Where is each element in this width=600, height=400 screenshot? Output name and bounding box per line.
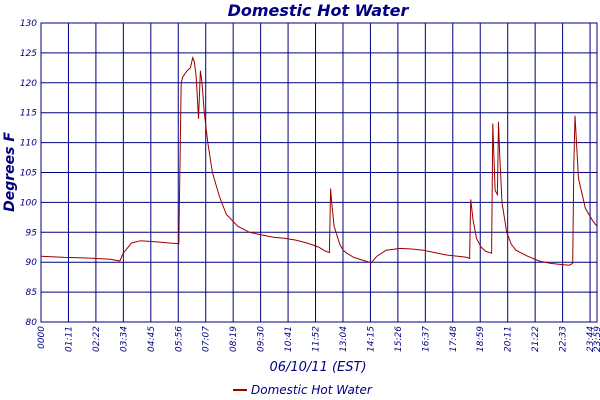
legend: Domestic Hot Water [233, 383, 373, 397]
x-tick-label: 05:56 [174, 326, 184, 352]
y-tick-label: 125 [20, 49, 37, 59]
series-line-domestic-hot-water [40, 56, 598, 266]
plot-frame [40, 22, 598, 323]
x-tick-label: 02:22 [92, 326, 102, 352]
y-tick-label: 110 [20, 139, 37, 149]
y-tick-label: 130 [20, 19, 37, 29]
x-tick-label: 01:11 [64, 326, 74, 352]
x-tick-label: 18:59 [476, 326, 486, 352]
x-axis-label: 06/10/11 (EST) [269, 360, 366, 375]
x-tick-label: 03:34 [119, 326, 129, 352]
y-tick-label: 105 [20, 169, 37, 179]
y-tick-label: 95 [26, 228, 38, 238]
legend-label: Domestic Hot Water [251, 383, 373, 397]
x-tick-label: 22:33 [559, 326, 569, 352]
y-tick-label: 115 [20, 109, 37, 119]
y-tick-label: 80 [26, 318, 38, 328]
grid [40, 22, 598, 323]
x-tick-label: 14:15 [366, 326, 376, 352]
x-tick-label: 21:22 [531, 326, 541, 352]
x-tick-label: 13:04 [339, 326, 349, 352]
chart-title: Domestic Hot Water [228, 1, 410, 20]
x-tick-label: 09:30 [257, 326, 267, 352]
x-tick-label: 23:44 [586, 326, 596, 352]
y-tick-label: 85 [26, 288, 38, 298]
y-axis-ticks: 80 85 90 95 100 105 110 115 120 125 130 [20, 19, 37, 328]
y-axis-label: Degrees F [2, 132, 18, 212]
x-tick-label: 10:41 [284, 326, 294, 352]
x-tick-label: 11:52 [312, 326, 322, 352]
x-tick-label: 20:11 [504, 326, 514, 352]
x-tick-label: 16:37 [421, 326, 431, 352]
x-tick-label: 04:45 [147, 326, 157, 352]
x-tick-label: 0000 [37, 326, 47, 349]
x-tick-label: 07:07 [202, 326, 212, 352]
x-tick-label: 23:59 [593, 326, 600, 352]
x-tick-label: 17:48 [449, 326, 459, 352]
x-axis-ticks: 0000 01:11 02:22 03:34 04:45 05:56 07:07 08:19 0… [37, 326, 600, 352]
y-tick-label: 100 [20, 198, 37, 208]
y-tick-label: 90 [26, 258, 38, 268]
x-tick-label: 08:19 [229, 326, 239, 352]
x-tick-label: 15:26 [394, 326, 404, 352]
y-tick-label: 120 [20, 79, 37, 89]
